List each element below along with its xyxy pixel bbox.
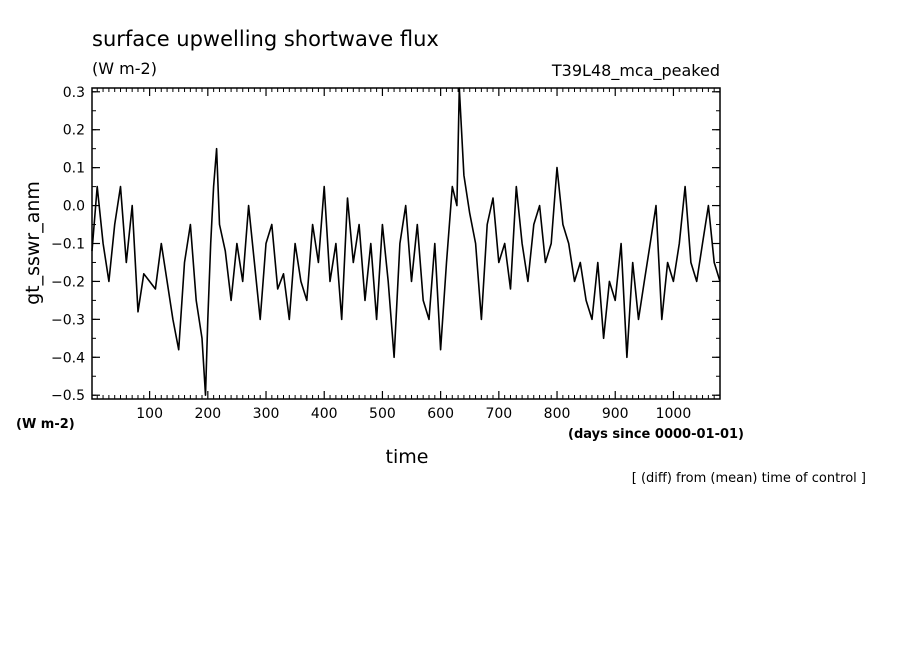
x-tick-label: 1000 [656, 406, 692, 422]
x-tick-label: 200 [194, 406, 221, 422]
y-tick-label: −0.2 [51, 274, 85, 290]
y-tick-label: 0.2 [63, 123, 85, 139]
x-tick-label: 700 [485, 406, 512, 422]
series-line [91, 87, 721, 397]
plot-frame [91, 87, 721, 400]
y-tick-label: 0.1 [63, 161, 85, 177]
x-axis: 100 200 300 400 500 600 700 800 900 1000 [96, 88, 715, 422]
y-tick-label: 0.0 [63, 199, 85, 215]
x-tick-label: 900 [602, 406, 629, 422]
x-axis-label: time [386, 446, 429, 468]
y-tick-label: 0.3 [63, 85, 85, 101]
y-axis-label: gt_sswr_anm [22, 181, 44, 305]
x-tick-label: 800 [544, 406, 571, 422]
y-tick-label: −0.1 [51, 237, 85, 253]
x-tick-label: 100 [136, 406, 163, 422]
note: [ (diff) from (mean) time of control ] [632, 471, 866, 486]
y-axis: −0.5 −0.4 −0.3 −0.2 −0.1 0.0 0.1 0.2 0.3 [51, 85, 720, 404]
x-tick-label: 500 [369, 406, 396, 422]
x-units: (days since 0000-01-01) [568, 427, 744, 442]
x-tick-label: 400 [311, 406, 338, 422]
y-tick-label: −0.3 [51, 312, 85, 328]
x-tick-label: 300 [253, 406, 280, 422]
chart-title: surface upwelling shortwave flux [92, 27, 439, 51]
y-tick-label: −0.4 [51, 350, 85, 366]
units-left: (W m-2) [16, 417, 75, 432]
y-tick-label: −0.5 [51, 388, 85, 404]
case-label: T39L48_mca_peaked [551, 61, 720, 81]
units-top: (W m-2) [92, 59, 157, 78]
x-tick-label: 600 [427, 406, 454, 422]
